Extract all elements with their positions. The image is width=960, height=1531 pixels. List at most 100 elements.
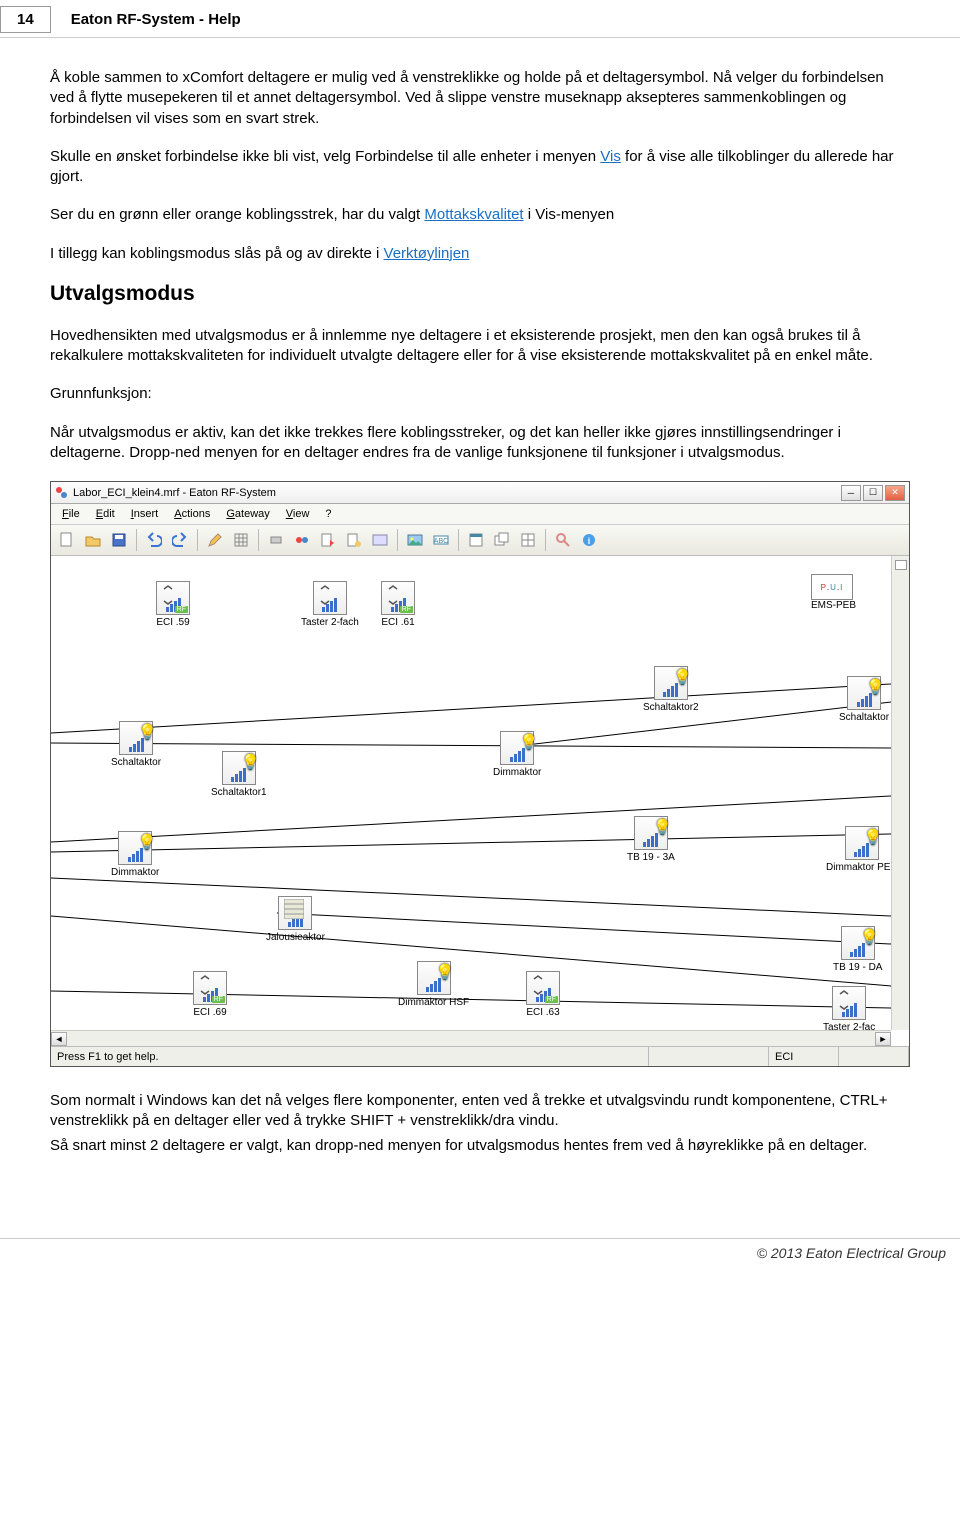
- doc-arrow-icon[interactable]: [316, 528, 340, 552]
- connector-icon[interactable]: [290, 528, 314, 552]
- maximize-button[interactable]: ☐: [863, 485, 883, 501]
- device-tbda[interactable]: 💡 TB 19 - DA: [833, 926, 882, 973]
- toolbar-sep: [397, 529, 398, 551]
- connection-lines: [51, 556, 891, 1046]
- menu-edit[interactable]: Edit: [89, 506, 122, 522]
- toolbar-sep: [136, 529, 137, 551]
- toolbar-sep: [545, 529, 546, 551]
- menu-help[interactable]: ?: [318, 506, 338, 522]
- bulb-icon: 💡: [138, 723, 157, 741]
- arrows-icon: [160, 585, 176, 605]
- bulb-icon: 💡: [241, 753, 260, 771]
- device-eci59[interactable]: RFECI .59: [156, 581, 190, 628]
- device-dimmpeb[interactable]: 💡 Dimmaktor PEB: [826, 826, 897, 873]
- device-taster[interactable]: Taster 2-fach: [301, 581, 359, 628]
- device-schalt1[interactable]: 💡Schaltaktor1: [211, 751, 267, 798]
- toolbar-sep: [458, 529, 459, 551]
- app-window: Labor_ECI_klein4.mrf - Eaton RF-System ─…: [50, 481, 910, 1067]
- new-doc-icon[interactable]: [342, 528, 366, 552]
- text-label-icon[interactable]: ABC: [429, 528, 453, 552]
- menubar: File Edit Insert Actions Gateway View ?: [51, 504, 909, 525]
- arrows-icon: [836, 990, 852, 1010]
- bulb-icon: 💡: [436, 963, 455, 981]
- info-icon[interactable]: i: [577, 528, 601, 552]
- toolbar-sep: [258, 529, 259, 551]
- heading-utvalgsmodus: Utvalgsmodus: [50, 282, 910, 306]
- link-vis[interactable]: Vis: [600, 148, 621, 165]
- device-schalt2[interactable]: 💡Schaltaktor2: [643, 666, 699, 713]
- device-icon: RF: [193, 971, 227, 1005]
- link-mottakskvalitet[interactable]: Mottakskvalitet: [424, 206, 523, 223]
- canvas-area[interactable]: RFECI .59Taster 2-fachRFECI .61P.U.IEMS-…: [51, 556, 909, 1046]
- arrows-icon: [385, 585, 401, 605]
- device-icon: 💡: [654, 666, 688, 700]
- zoom-icon[interactable]: [551, 528, 575, 552]
- device-icon: [278, 896, 312, 930]
- new-icon[interactable]: [55, 528, 79, 552]
- bulb-icon: 💡: [860, 928, 879, 946]
- device-tb3a[interactable]: 💡TB 19 - 3A: [627, 816, 675, 863]
- device-eci61[interactable]: RFECI .61: [381, 581, 415, 628]
- jalousie-icon: [284, 899, 304, 919]
- arrows-icon: [197, 975, 213, 995]
- ems-icon: P.U.I: [811, 574, 853, 600]
- device-dimmhsf[interactable]: 💡 Dimmaktor HSF: [398, 961, 469, 1008]
- device-label: Dimmaktor PEB: [826, 862, 897, 873]
- device-label: TB 19 - 3A: [627, 852, 675, 863]
- pencil-icon[interactable]: [203, 528, 227, 552]
- window2-icon[interactable]: [490, 528, 514, 552]
- device-eci69[interactable]: RFECI .69: [193, 971, 227, 1018]
- bulb-icon: 💡: [673, 668, 692, 686]
- menu-file[interactable]: File: [55, 506, 87, 522]
- save-icon[interactable]: [107, 528, 131, 552]
- scroll-left-icon[interactable]: ◄: [51, 1032, 67, 1046]
- device-dimm0[interactable]: 💡Dimmaktor: [111, 831, 159, 878]
- menu-insert[interactable]: Insert: [124, 506, 166, 522]
- window1-icon[interactable]: [464, 528, 488, 552]
- paragraph-9: Så snart minst 2 deltagere er valgt, kan…: [50, 1136, 910, 1156]
- device-schalt3[interactable]: 💡Schaltaktor: [839, 676, 889, 723]
- device-icon: 💡: [845, 826, 879, 860]
- device-eci63[interactable]: RFECI .63: [526, 971, 560, 1018]
- device-schalt[interactable]: 💡Schaltaktor: [111, 721, 161, 768]
- scroll-right-icon[interactable]: ►: [875, 1032, 891, 1046]
- close-button[interactable]: ✕: [885, 485, 905, 501]
- device-label: Dimmaktor HSF: [398, 997, 469, 1008]
- device-label: Dimmaktor: [493, 767, 541, 778]
- status-mode: ECI: [769, 1047, 839, 1066]
- link-verktoylinjen[interactable]: Verktøylinjen: [384, 245, 470, 262]
- device-icon: RF: [156, 581, 190, 615]
- undo-icon[interactable]: [142, 528, 166, 552]
- device-icon: [313, 581, 347, 615]
- device-jal[interactable]: Jalousieaktor: [266, 896, 325, 943]
- toolbar: ABC i: [51, 525, 909, 556]
- menu-view[interactable]: View: [279, 506, 317, 522]
- status-help: Press F1 to get help.: [51, 1047, 649, 1066]
- device-icon: RF: [526, 971, 560, 1005]
- picture-icon[interactable]: [403, 528, 427, 552]
- app-icon: [55, 486, 69, 500]
- grid-icon[interactable]: [229, 528, 253, 552]
- device-ems[interactable]: P.U.IEMS-PEB: [811, 574, 856, 611]
- settings-icon[interactable]: [368, 528, 392, 552]
- horizontal-scrollbar[interactable]: ◄ ►: [51, 1030, 891, 1046]
- usb-icon[interactable]: [264, 528, 288, 552]
- device-dimmt[interactable]: 💡Dimmaktor: [493, 731, 541, 778]
- help-title: Eaton RF-System - Help: [71, 11, 241, 28]
- device-taster2[interactable]: Taster 2-fac: [823, 986, 875, 1033]
- window3-icon[interactable]: [516, 528, 540, 552]
- paragraph-8: Som normalt i Windows kan det nå velges …: [50, 1091, 910, 1132]
- menu-gateway[interactable]: Gateway: [219, 506, 276, 522]
- device-label: TB 19 - DA: [833, 962, 882, 973]
- device-label: EMS-PEB: [811, 600, 856, 611]
- redo-icon[interactable]: [168, 528, 192, 552]
- device-icon: 💡: [841, 926, 875, 960]
- statusbar: Press F1 to get help. ECI: [51, 1046, 909, 1066]
- open-icon[interactable]: [81, 528, 105, 552]
- device-label: ECI .61: [381, 617, 415, 628]
- bulb-icon: 💡: [864, 828, 883, 846]
- strip-item[interactable]: [895, 560, 907, 570]
- arrows-icon: [317, 585, 333, 605]
- menu-actions[interactable]: Actions: [167, 506, 217, 522]
- minimize-button[interactable]: ─: [841, 485, 861, 501]
